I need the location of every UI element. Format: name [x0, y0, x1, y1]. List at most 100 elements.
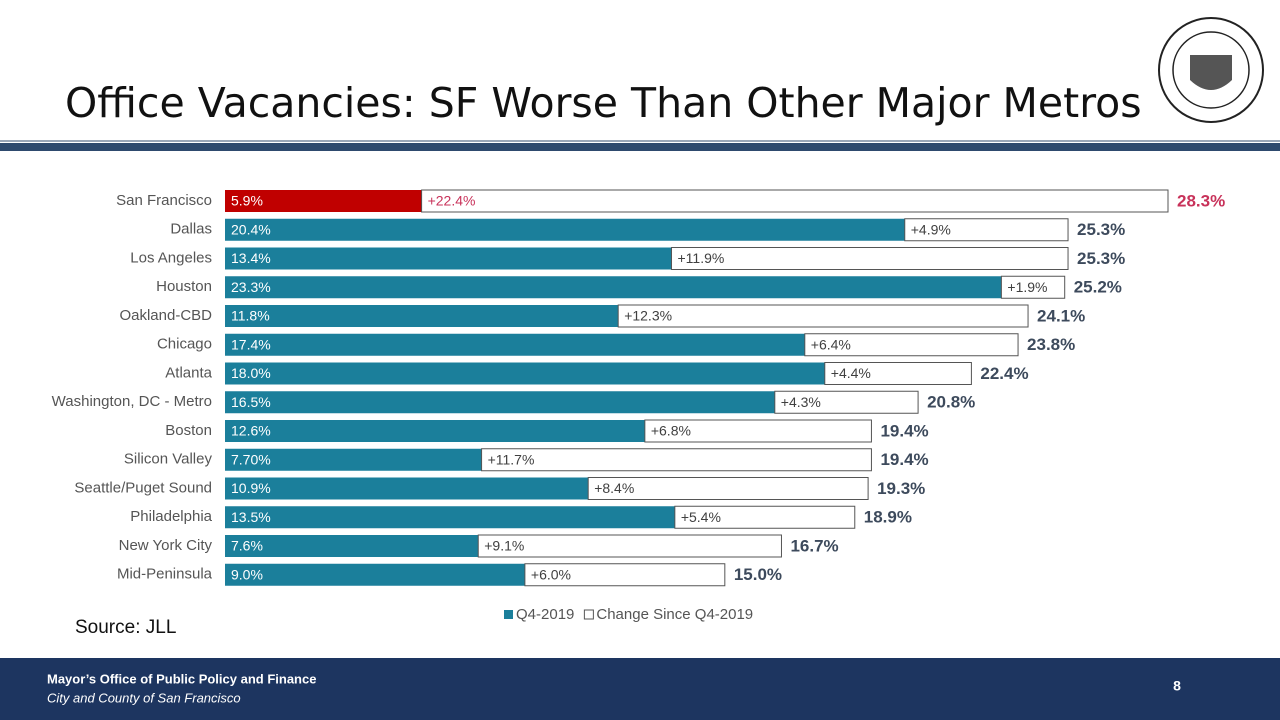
- value-label: +5.4%: [681, 509, 721, 525]
- value-label: 7.70%: [231, 451, 271, 467]
- total-label: 16.7%: [790, 536, 838, 555]
- total-label: 20.8%: [927, 393, 975, 412]
- value-label: 18.0%: [231, 365, 271, 381]
- bar-segment: [225, 362, 825, 385]
- value-label: +6.4%: [811, 336, 851, 352]
- footer-office: Mayor’s Office of Public Policy and Fina…: [47, 671, 316, 686]
- value-label: 13.4%: [231, 250, 271, 266]
- seal: [1158, 17, 1264, 123]
- bar-segment: [225, 247, 672, 270]
- bar-segment: [225, 305, 619, 327]
- value-label: +11.7%: [488, 451, 535, 467]
- value-label: +4.4%: [831, 365, 871, 381]
- value-label: 23.3%: [231, 279, 271, 295]
- value-label: 16.5%: [231, 394, 271, 410]
- page-number: 8: [1173, 678, 1181, 694]
- value-label: +12.3%: [624, 308, 672, 324]
- footer-band: [0, 658, 1280, 720]
- category-label: Washington, DC - Metro: [52, 393, 212, 410]
- total-label: 19.4%: [880, 421, 928, 440]
- bar-segment: [481, 448, 872, 472]
- category-label: Chicago: [157, 336, 212, 353]
- value-label: 12.6%: [231, 423, 271, 439]
- total-label: 19.3%: [877, 479, 925, 498]
- header-rule: [0, 140, 1280, 142]
- bar-segment: [904, 218, 1069, 242]
- legend-swatch: [504, 610, 513, 619]
- value-label: +1.9%: [1007, 279, 1047, 295]
- category-label: Silicon Valley: [124, 451, 213, 468]
- bar-segment: [617, 304, 1029, 328]
- bar-segment: [671, 247, 1069, 270]
- value-label: +9.1%: [484, 538, 524, 554]
- total-label: 25.2%: [1074, 278, 1122, 297]
- value-label: +6.8%: [651, 423, 691, 439]
- total-label: 22.4%: [980, 364, 1028, 383]
- value-label: 11.8%: [231, 308, 270, 324]
- bar-segment: [804, 333, 1019, 357]
- bar-segment: [225, 420, 645, 442]
- bar-segment: [644, 419, 872, 443]
- seal-shield: [1190, 55, 1232, 90]
- total-label: 19.4%: [880, 450, 928, 469]
- category-label: New York City: [119, 537, 213, 554]
- bar-segment: [225, 477, 589, 500]
- bar-segment: [421, 189, 1169, 213]
- bar-segment: [225, 563, 525, 586]
- bar-segment: [225, 218, 905, 241]
- value-label: +8.4%: [594, 480, 634, 496]
- value-label: 9.0%: [231, 566, 263, 582]
- value-label: +4.3%: [781, 394, 821, 410]
- bar-segment: [587, 477, 869, 500]
- bar-segment: [674, 505, 856, 529]
- seal-inner: [1172, 31, 1250, 109]
- total-label: 24.1%: [1037, 306, 1085, 325]
- value-label: +22.4%: [428, 193, 476, 209]
- bar-segment: [824, 362, 972, 385]
- value-label: +11.9%: [678, 250, 725, 266]
- bar-segment: [225, 333, 805, 356]
- source: Source: JLL: [75, 617, 176, 638]
- total-label: 25.3%: [1077, 249, 1125, 268]
- bar-segment: [225, 448, 482, 471]
- legend-label: Change Since Q4-2019: [596, 606, 753, 623]
- slide-title: Office Vacancies: SF Worse Than Other Ma…: [65, 79, 1142, 127]
- legend-swatch: [583, 609, 594, 620]
- bar-segment: [225, 276, 1002, 299]
- footer-city: City and County of San Francisco: [47, 690, 241, 705]
- category-label: Los Angeles: [130, 249, 212, 266]
- value-label: 5.9%: [231, 193, 263, 209]
- total-label: 25.3%: [1077, 220, 1125, 239]
- value-label: +6.0%: [531, 566, 571, 582]
- category-label: Atlanta: [165, 364, 212, 381]
- bar-segment: [477, 534, 782, 558]
- category-label: Houston: [156, 278, 212, 295]
- total-label: 15.0%: [734, 565, 782, 584]
- total-label: 28.3%: [1177, 191, 1225, 210]
- bar-segment: [225, 506, 675, 529]
- bar-segment: [774, 390, 919, 414]
- total-label: 18.9%: [864, 508, 912, 527]
- value-label: 7.6%: [231, 538, 263, 554]
- bar-segment: [1000, 275, 1066, 299]
- category-label: San Francisco: [116, 192, 212, 209]
- category-label: Philadelphia: [130, 508, 212, 525]
- bar-segment: [225, 535, 479, 557]
- bar-segment: [524, 563, 726, 587]
- value-label: 13.5%: [231, 509, 271, 525]
- bar-segment: [225, 391, 775, 414]
- legend-label: Q4-2019: [516, 606, 574, 623]
- value-label: 20.4%: [231, 221, 271, 237]
- value-label: 10.9%: [231, 480, 271, 496]
- value-label: +4.9%: [911, 221, 951, 237]
- bar-segment: [225, 190, 422, 212]
- category-label: Dallas: [170, 221, 212, 238]
- category-label: Seattle/Puget Sound: [74, 479, 212, 496]
- value-label: 17.4%: [231, 336, 271, 352]
- category-label: Mid-Peninsula: [117, 566, 213, 583]
- category-label: Oakland-CBD: [119, 307, 212, 324]
- total-label: 23.8%: [1027, 335, 1075, 354]
- header-band: [0, 143, 1280, 151]
- category-label: Boston: [165, 422, 212, 439]
